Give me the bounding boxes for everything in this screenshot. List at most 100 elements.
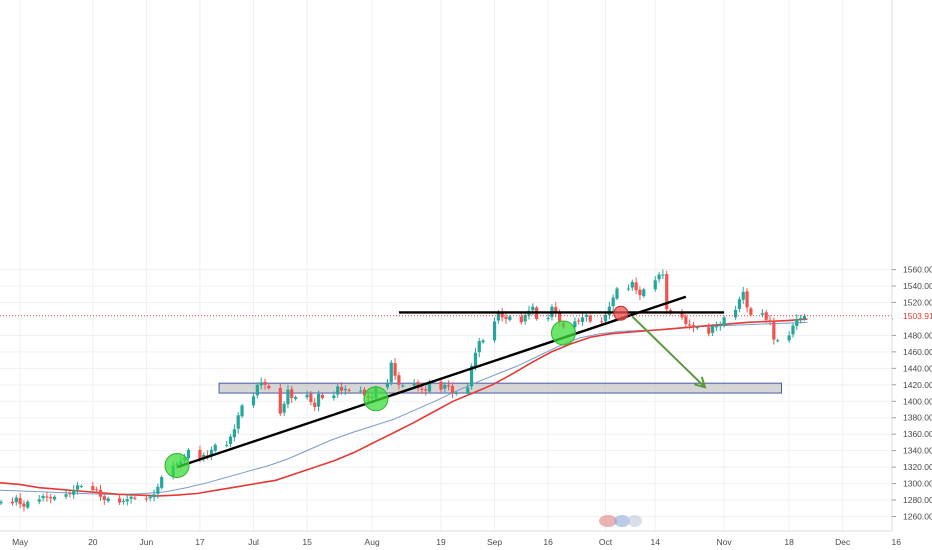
candle-body — [772, 320, 776, 340]
candle — [152, 489, 156, 502]
candle-body — [657, 274, 661, 280]
candle-body — [424, 389, 428, 391]
candle-body — [745, 291, 749, 308]
candle — [286, 384, 290, 409]
marker-green — [363, 386, 389, 412]
candle — [121, 498, 126, 505]
candle-body — [791, 325, 795, 335]
candle-body — [749, 308, 753, 315]
candle-body — [718, 324, 722, 326]
marker-red — [613, 305, 629, 321]
candle-body — [362, 389, 367, 396]
candle-body — [79, 486, 83, 488]
candle-body — [443, 384, 447, 389]
candle-body — [144, 498, 148, 500]
marker-green — [164, 452, 190, 478]
candle — [615, 286, 619, 301]
candle-body — [294, 397, 298, 399]
candle-body — [102, 496, 106, 501]
candle — [251, 392, 256, 408]
candle — [764, 309, 768, 324]
candle-body — [98, 489, 103, 497]
candle — [772, 317, 776, 345]
candle — [665, 270, 669, 315]
candle — [401, 383, 405, 388]
candle-body — [795, 318, 799, 327]
candle-body — [469, 365, 474, 387]
candle — [278, 383, 282, 417]
time-tick-label: 16 — [543, 537, 553, 547]
support-zone — [218, 382, 783, 394]
candle-body — [14, 497, 18, 503]
candle-body — [129, 496, 133, 499]
candle — [695, 325, 699, 330]
candle — [688, 319, 692, 330]
candle — [741, 286, 745, 304]
candle-body — [267, 385, 271, 389]
candle-body — [427, 381, 432, 392]
candle-body — [554, 307, 558, 314]
candle — [309, 391, 313, 406]
candle-body — [228, 436, 233, 444]
candle-body — [634, 282, 638, 291]
candle — [389, 360, 393, 386]
candle — [64, 490, 68, 500]
candle — [37, 495, 41, 505]
candle-body — [447, 385, 451, 387]
candle — [611, 294, 615, 312]
candle-body — [722, 317, 726, 326]
candle — [776, 338, 780, 343]
candle — [144, 494, 148, 502]
candle-body — [152, 494, 156, 498]
candle-body — [133, 497, 137, 499]
price-tick-label: 1460.00 — [903, 347, 932, 357]
candle — [626, 284, 631, 291]
candle — [290, 385, 294, 403]
moving-average-layer — [0, 318, 808, 497]
candle-body — [263, 381, 267, 385]
candle-body — [290, 389, 294, 398]
candle — [79, 484, 83, 488]
candle-body — [416, 382, 420, 389]
candle-body — [531, 306, 535, 311]
candle-body — [305, 394, 309, 398]
time-tick-label: 18 — [784, 537, 794, 547]
candle — [657, 272, 661, 283]
candle — [454, 391, 458, 396]
candle-body — [45, 496, 49, 498]
candle-body — [10, 501, 15, 504]
candle — [213, 443, 217, 453]
candle-body — [638, 289, 642, 296]
candle-body — [49, 497, 53, 499]
candle — [148, 494, 152, 502]
time-tick-label: 19 — [436, 537, 446, 547]
candle-body — [523, 314, 527, 322]
watermark-logo-mark — [614, 515, 630, 527]
candle — [447, 380, 451, 391]
candle — [661, 269, 665, 280]
candle — [186, 448, 191, 460]
price-tick-label: 1280.00 — [903, 495, 932, 505]
candle — [580, 312, 585, 327]
candle — [691, 321, 696, 333]
current-price-label: 1503.91 — [903, 311, 932, 321]
candle — [722, 315, 726, 328]
candle-body — [347, 389, 351, 391]
candle — [91, 481, 95, 493]
candle — [680, 309, 684, 320]
time-tick-label: 20 — [88, 537, 98, 547]
candle — [707, 323, 711, 337]
candle-body — [389, 362, 393, 383]
candle-body — [125, 499, 129, 502]
candle — [791, 323, 795, 338]
candle — [259, 377, 263, 390]
candle — [236, 411, 240, 434]
candle — [577, 317, 581, 325]
candle-body — [630, 281, 634, 288]
candle — [787, 331, 791, 343]
candle — [125, 494, 129, 506]
price-axis: 1560.001540.001520.001500.001480.001460.… — [891, 0, 932, 550]
candle — [634, 277, 638, 295]
candle-body — [397, 375, 401, 385]
